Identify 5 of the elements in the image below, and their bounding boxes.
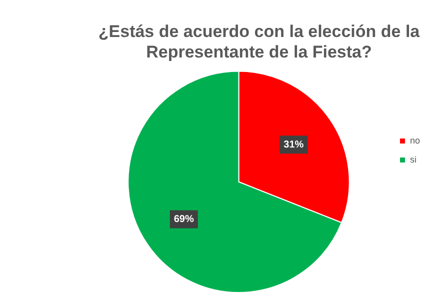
legend-label: no: [410, 135, 420, 146]
data-label: 31%: [284, 139, 304, 150]
legend-label: si: [410, 154, 416, 164]
chart-title: ¿Estás de acuerdo con la elección de la Representante de la Fiesta?: [98, 22, 420, 62]
data-label: 69%: [174, 214, 194, 225]
